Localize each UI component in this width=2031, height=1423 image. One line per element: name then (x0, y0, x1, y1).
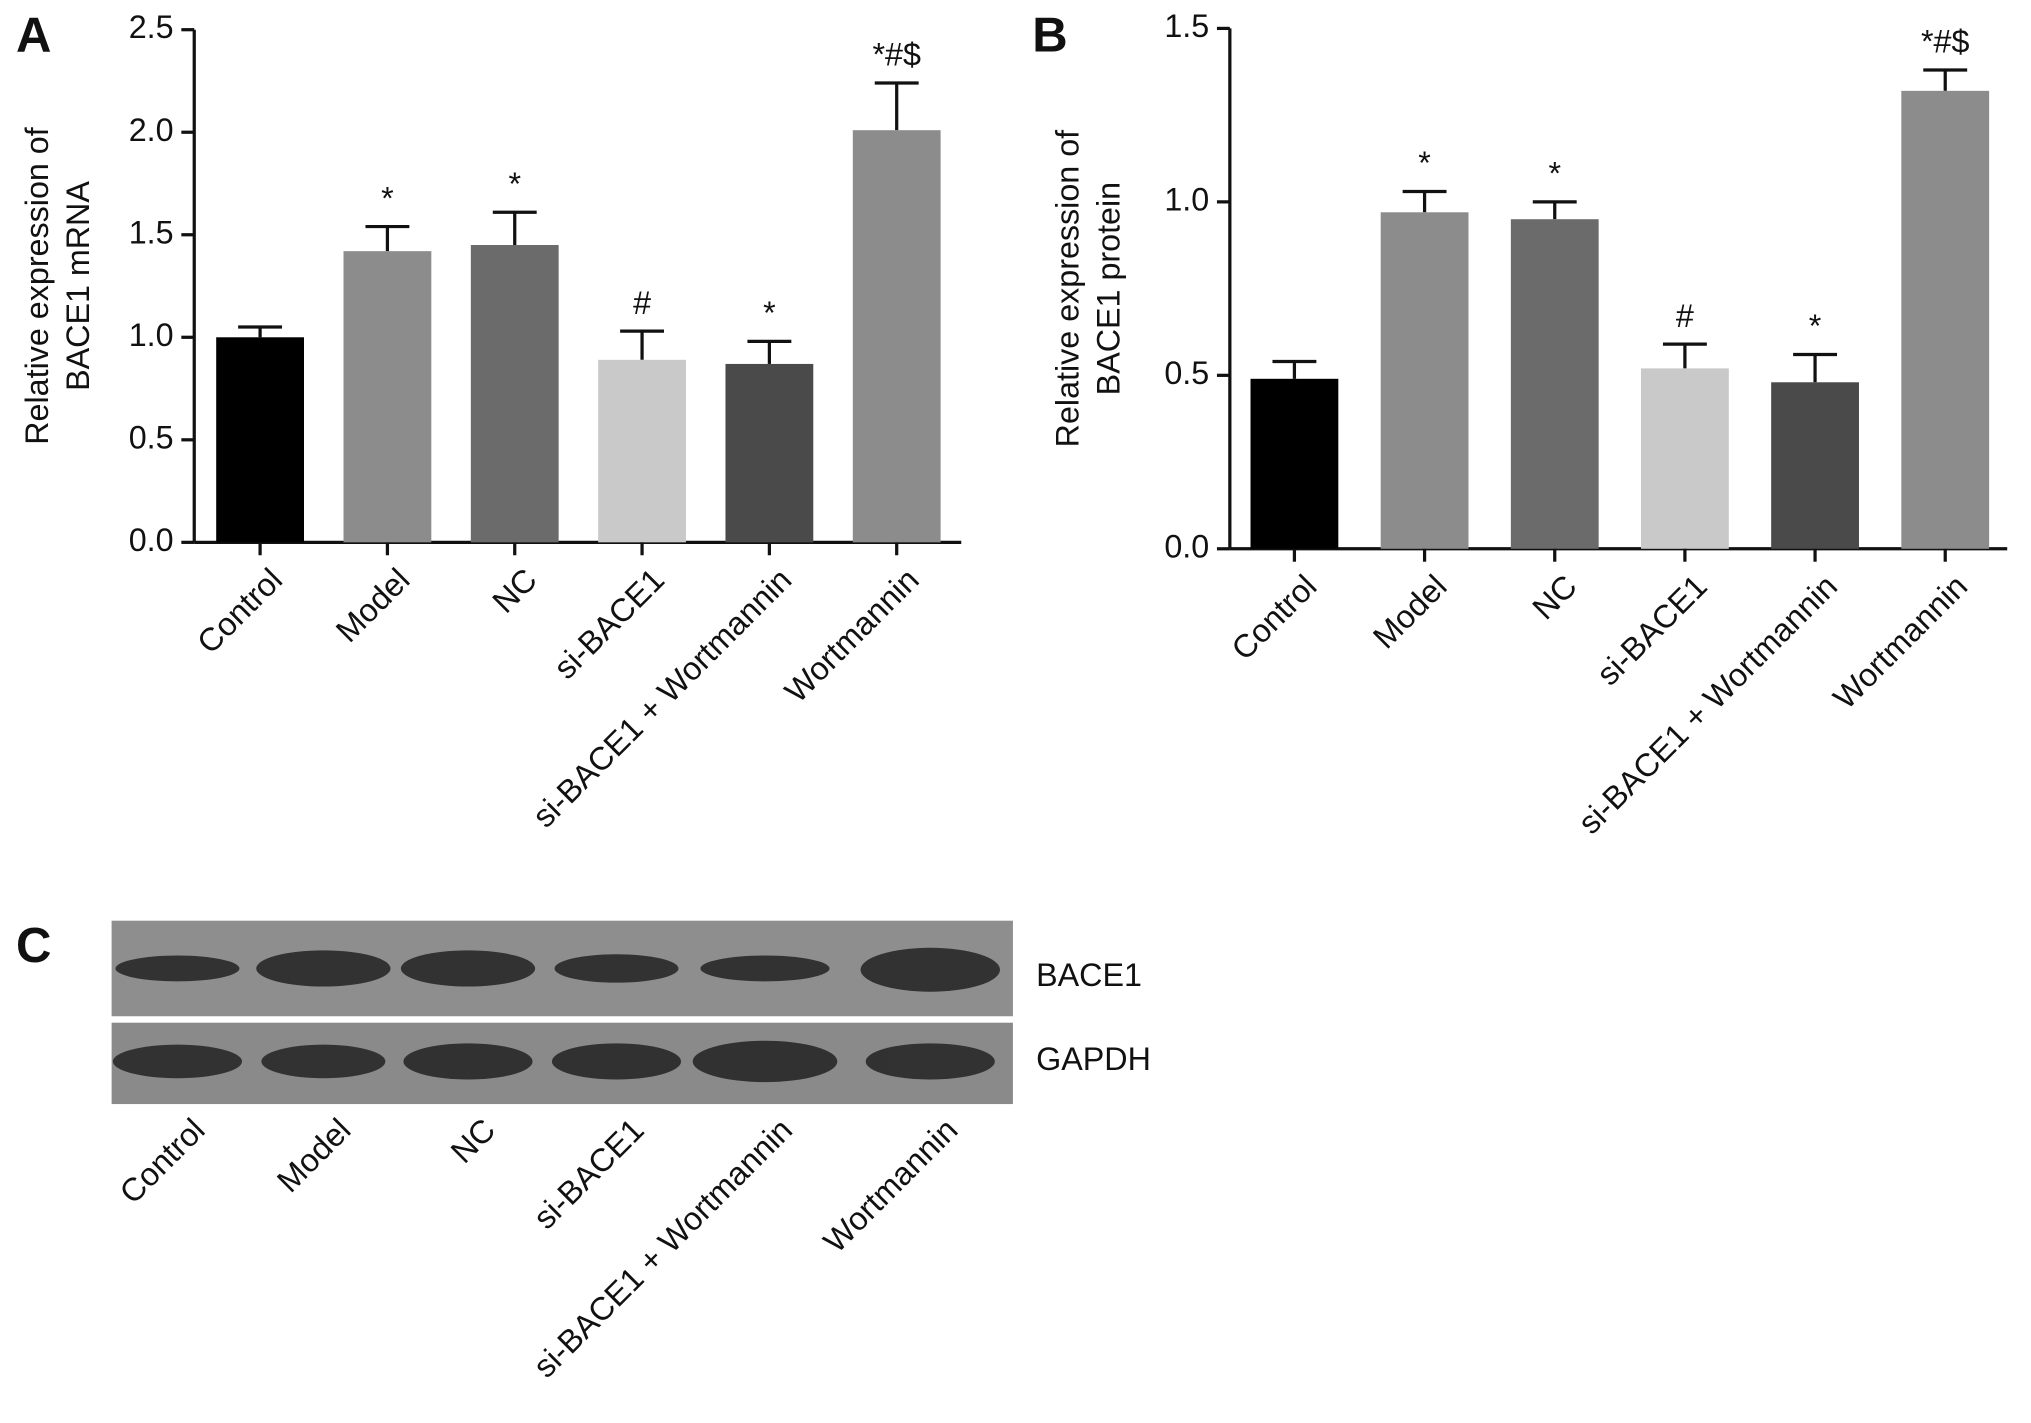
blot-band (403, 1043, 533, 1080)
blot-band (865, 1043, 995, 1080)
y-axis-label: BACE1 protein (1091, 182, 1127, 395)
x-tick-label: Model (329, 561, 417, 649)
blot-band (554, 954, 679, 983)
x-tick-label: Control (190, 561, 289, 660)
bar (852, 130, 941, 543)
lane-label: si-BACE1 (526, 1112, 650, 1236)
blot-band (112, 1044, 243, 1079)
blot-band (860, 947, 1001, 992)
bar (1771, 382, 1859, 549)
y-axis-label: Relative expression of (19, 126, 55, 444)
y-tick-label: 1.5 (129, 214, 174, 250)
panel-label: A (16, 9, 51, 63)
significance-label: * (1548, 156, 1561, 192)
bar (1901, 90, 1990, 549)
y-axis-label: BACE1 mRNA (60, 181, 96, 391)
significance-label: # (633, 285, 651, 321)
y-tick-label: 1.5 (1164, 8, 1209, 44)
bar (1380, 212, 1469, 549)
bar (1641, 368, 1729, 549)
x-tick-label: si-BACE1 + Wortmannin (1571, 568, 1844, 841)
x-tick-label: Model (1366, 568, 1454, 656)
y-tick-label: 0.0 (1164, 528, 1209, 564)
bar (470, 245, 559, 543)
blot-band (700, 955, 830, 982)
lane-label: Control (113, 1112, 212, 1211)
significance-label: * (1809, 308, 1822, 344)
blot-band (692, 1040, 838, 1083)
bar (216, 337, 304, 543)
significance-label: *#$ (872, 37, 921, 73)
lane-label: Wortmannin (816, 1112, 964, 1260)
y-tick-label: 0.5 (1164, 355, 1209, 391)
y-tick-label: 0.0 (129, 522, 174, 558)
lane-label: Model (270, 1112, 358, 1200)
x-tick-label: NC (485, 561, 543, 619)
x-tick-label: Wortmannin (778, 561, 926, 709)
blot-band (256, 950, 391, 987)
bar (343, 251, 432, 543)
x-tick-label: si-BACE1 (1590, 568, 1714, 692)
blot-row-label: GAPDH (1036, 1041, 1151, 1077)
bar (725, 363, 814, 543)
blot-band (261, 1044, 386, 1079)
significance-label: * (1418, 145, 1431, 181)
significance-label: # (1676, 298, 1694, 334)
lane-label: si-BACE1 + Wortmannin (526, 1112, 799, 1385)
blot-band (551, 1043, 682, 1080)
x-tick-label: Wortmannin (1826, 568, 1974, 716)
bar (1250, 378, 1339, 549)
y-tick-label: 2.5 (129, 9, 174, 45)
x-tick-label: NC (1525, 568, 1583, 626)
western-blot (111, 920, 1013, 1105)
blot-band (115, 955, 240, 982)
x-tick-label: Control (1224, 568, 1323, 667)
blot-row-label: BACE1 (1036, 957, 1142, 993)
y-tick-label: 1.0 (1164, 181, 1209, 217)
panel-label: C (16, 919, 51, 973)
x-tick-label: si-BACE1 (547, 561, 671, 685)
y-tick-label: 2.0 (129, 112, 174, 148)
bar (598, 359, 686, 543)
y-tick-label: 1.0 (129, 317, 174, 353)
significance-label: *#$ (1921, 24, 1970, 60)
y-axis-label: Relative expression of (1049, 129, 1085, 447)
blot-band (400, 950, 536, 987)
bar (1510, 219, 1599, 549)
y-tick-label: 0.5 (129, 419, 174, 455)
significance-label: * (763, 295, 776, 331)
x-tick-label: si-BACE1 + Wortmannin (526, 561, 799, 834)
significance-label: * (381, 180, 394, 216)
lane-label: NC (444, 1112, 502, 1170)
significance-label: * (508, 166, 521, 202)
panel-label: B (1032, 9, 1067, 63)
